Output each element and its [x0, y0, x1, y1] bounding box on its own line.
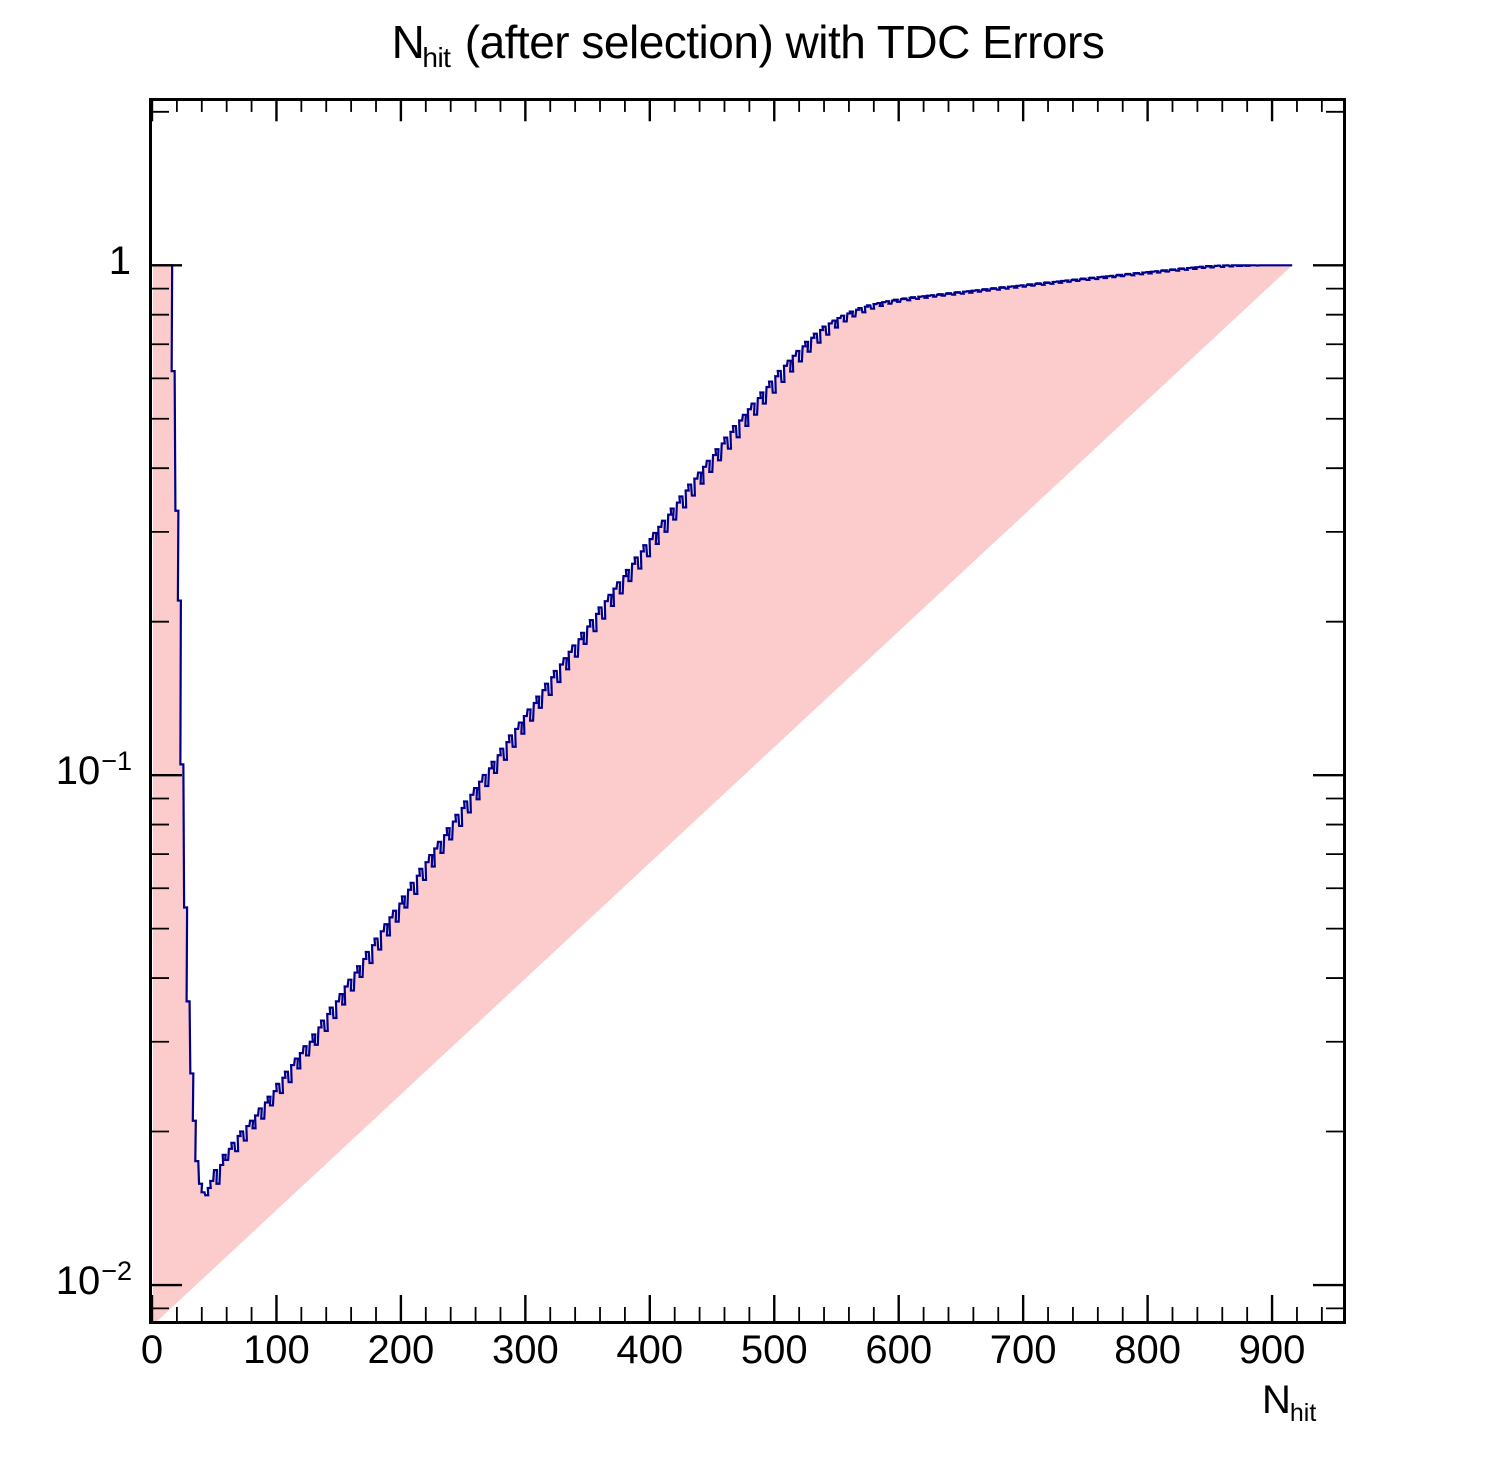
x-axis-title-subscript: hit	[1289, 1399, 1317, 1427]
x-tick-label-4: 400	[616, 1328, 684, 1372]
page-title: Nhit (after selection) with TDC Errors	[0, 14, 1496, 77]
x-tick-label-9: 900	[1238, 1328, 1306, 1372]
x-tick-label-3: 300	[491, 1328, 559, 1372]
title-rest: (after selection) with TDC Errors	[452, 16, 1105, 68]
plot-frame	[149, 98, 1346, 1324]
y-tick-mantissa: 10	[55, 749, 101, 794]
x-tick-label-8: 800	[1114, 1328, 1181, 1372]
x-tick-label-0: 0	[140, 1328, 164, 1372]
x-tick-label-6: 600	[865, 1328, 933, 1372]
x-axis-title: Nhit	[1262, 1378, 1317, 1427]
y-tick-label-1: 10−1	[0, 746, 132, 795]
y-tick-exponent: −1	[101, 746, 132, 777]
histogram-fill	[153, 265, 1293, 1321]
title-prefix: N	[391, 16, 425, 68]
y-tick-exponent: −2	[101, 1256, 132, 1286]
x-tick-label-1: 100	[243, 1328, 310, 1372]
histogram-series	[153, 264, 1293, 1321]
histogram-plot	[152, 101, 1343, 1321]
y-tick-label-2: 10−2	[0, 1256, 132, 1305]
x-tick-label-2: 200	[367, 1328, 435, 1372]
axis-ticks	[152, 101, 1343, 1321]
y-tick-label-0: 1	[108, 239, 131, 284]
y-tick-mantissa: 10	[55, 1259, 101, 1303]
histogram-outline	[153, 264, 1293, 1197]
x-tick-label-7: 700	[989, 1328, 1057, 1372]
x-tick-label-5: 500	[740, 1328, 808, 1372]
title-subscript: hit	[422, 42, 451, 73]
x-axis-title-prefix: N	[1262, 1378, 1291, 1422]
